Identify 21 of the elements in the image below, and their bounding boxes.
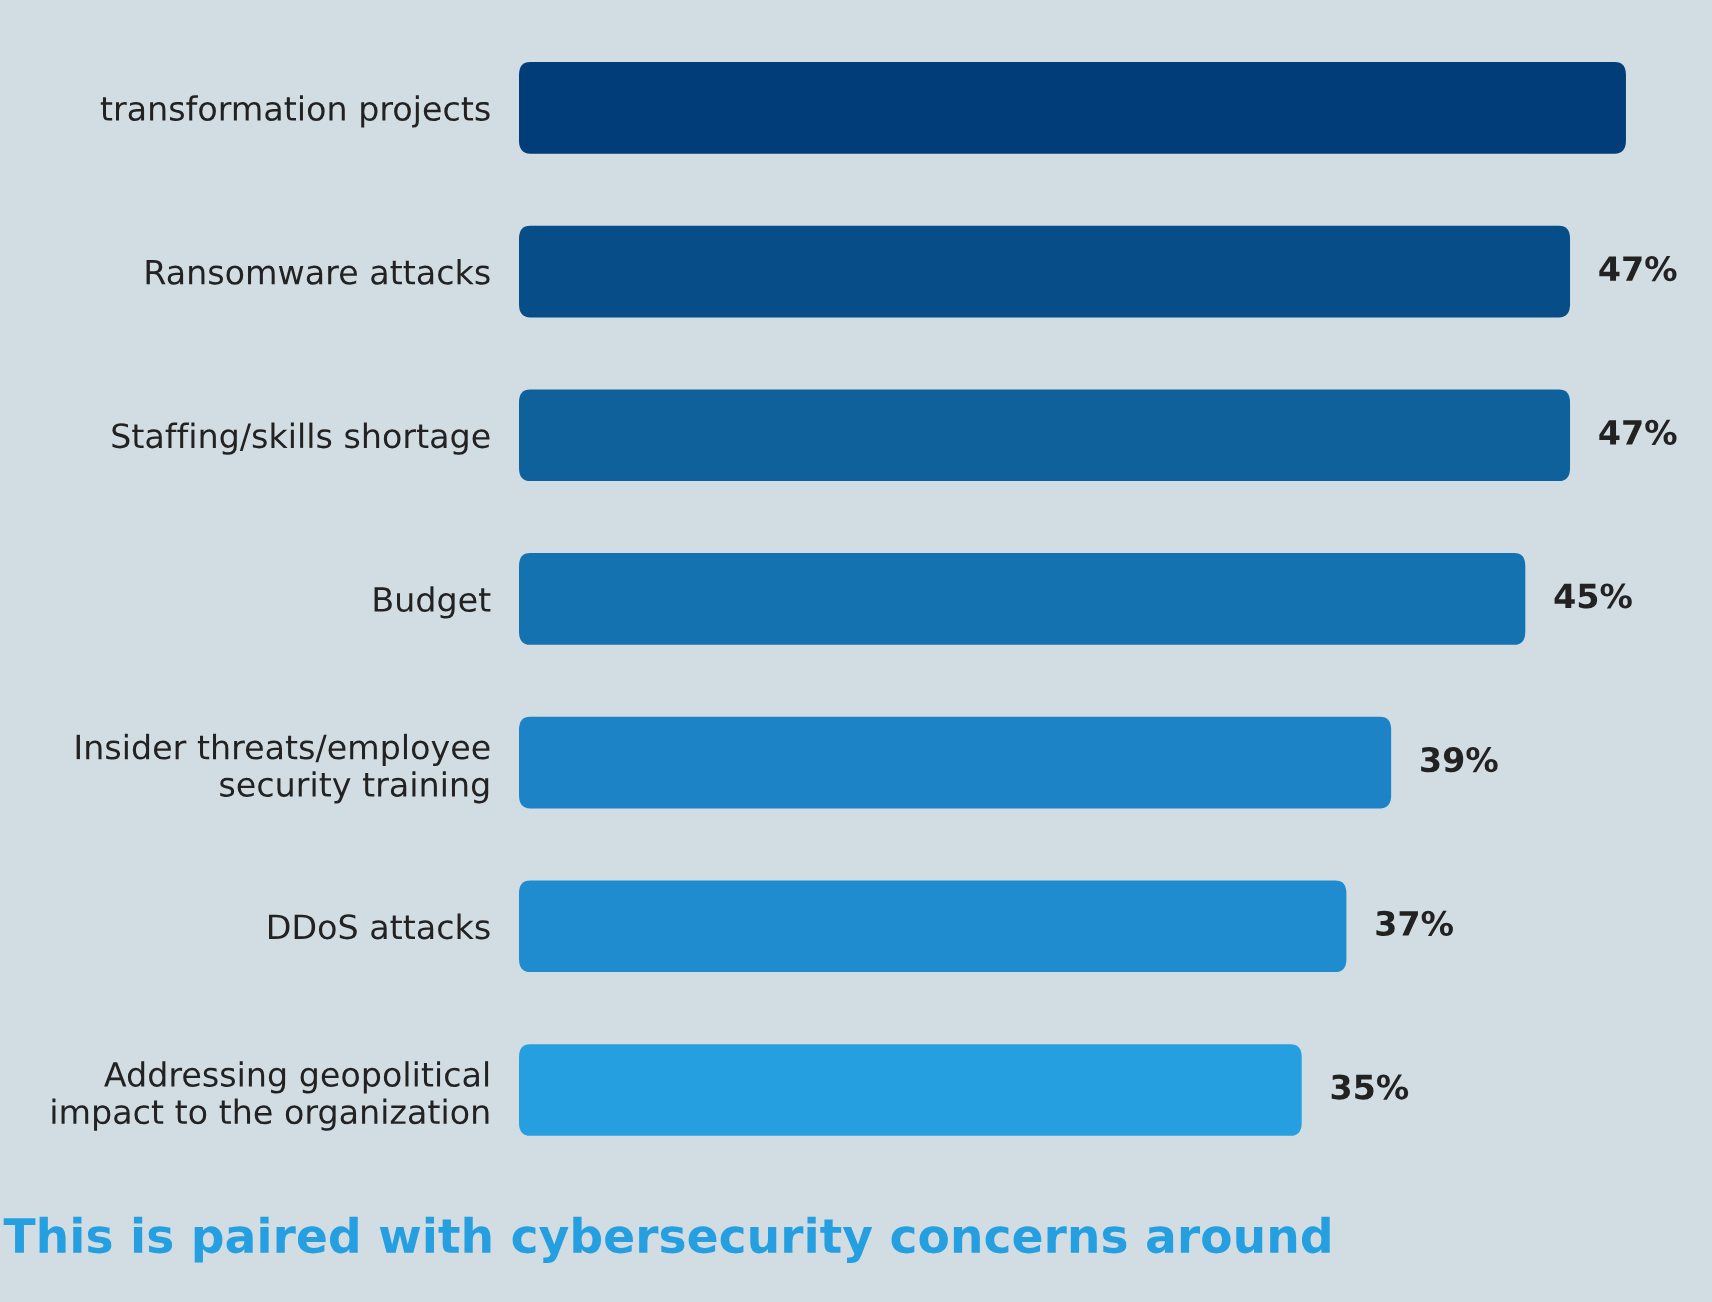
data-label: 35% bbox=[1331, 1074, 1409, 1100]
y-tick-label: Ransomware attacks bbox=[146, 258, 490, 285]
data-label: 47% bbox=[1599, 419, 1677, 445]
y-tick-label: Insider threats/employee security training bbox=[76, 733, 490, 804]
bar bbox=[519, 716, 1392, 809]
y-tick-label: Budget bbox=[374, 586, 491, 619]
bar bbox=[519, 62, 1626, 154]
bar bbox=[519, 389, 1571, 482]
y-tick-label: Addressing geopolitical impact to the organization bbox=[52, 1061, 489, 1131]
bar bbox=[519, 1044, 1302, 1136]
y-tick-label: Staffing/skills shortage bbox=[112, 422, 490, 455]
data-label: 47% bbox=[1599, 256, 1677, 282]
bar bbox=[519, 880, 1347, 973]
data-label: 45% bbox=[1554, 583, 1632, 609]
y-tick-label: DDoS attacks bbox=[269, 913, 490, 940]
data-label: 37% bbox=[1376, 910, 1453, 936]
y-tick-label: transformation projects bbox=[100, 95, 490, 128]
bar bbox=[519, 225, 1571, 318]
bar bbox=[519, 553, 1526, 645]
text: This is paired with cybersecurity concerns around bbox=[3, 1216, 1330, 1263]
data-label: 39% bbox=[1421, 747, 1498, 773]
